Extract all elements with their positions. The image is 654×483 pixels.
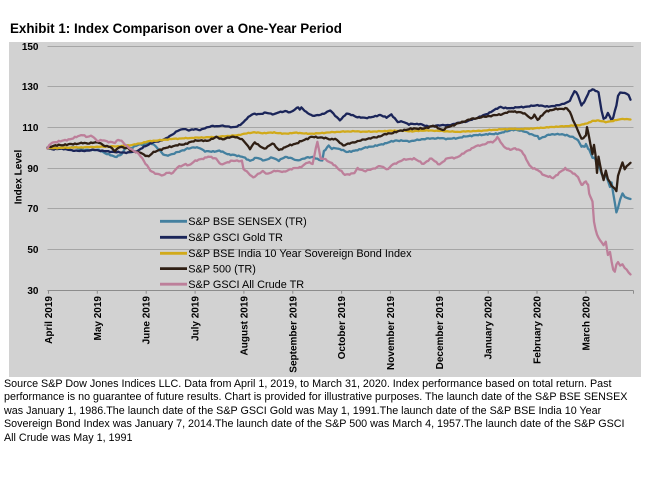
svg-text:July 2019: July 2019 bbox=[191, 296, 202, 341]
svg-text:110: 110 bbox=[22, 123, 39, 134]
svg-text:August 2019: August 2019 bbox=[239, 296, 250, 356]
svg-text:Index Level: Index Level bbox=[14, 150, 25, 205]
svg-text:December 2019: December 2019 bbox=[435, 296, 446, 370]
svg-text:June 2019: June 2019 bbox=[142, 296, 153, 345]
svg-text:S&P BSE SENSEX (TR): S&P BSE SENSEX (TR) bbox=[188, 216, 306, 228]
svg-text:90: 90 bbox=[27, 164, 39, 175]
svg-text:November 2019: November 2019 bbox=[386, 296, 397, 370]
svg-text:March 2020: March 2020 bbox=[581, 296, 592, 351]
svg-text:S&P GSCI Gold TR: S&P GSCI Gold TR bbox=[188, 232, 283, 244]
svg-text:30: 30 bbox=[27, 286, 39, 297]
svg-text:70: 70 bbox=[27, 204, 39, 215]
svg-text:S&P BSE India 10 Year Sovereig: S&P BSE India 10 Year Sovereign Bond Ind… bbox=[188, 248, 412, 260]
svg-text:October 2019: October 2019 bbox=[337, 296, 348, 360]
svg-text:S&P GSCI All Crude TR: S&P GSCI All Crude TR bbox=[188, 279, 304, 291]
svg-text:February 2020: February 2020 bbox=[533, 296, 544, 364]
svg-text:May 2019: May 2019 bbox=[93, 296, 104, 341]
svg-text:January 2020: January 2020 bbox=[484, 296, 495, 360]
svg-text:50: 50 bbox=[27, 245, 39, 256]
svg-text:150: 150 bbox=[22, 42, 39, 53]
svg-text:S&P 500 (TR): S&P 500 (TR) bbox=[188, 264, 256, 276]
svg-text:September 2019: September 2019 bbox=[288, 296, 299, 373]
svg-text:April 2019: April 2019 bbox=[44, 296, 55, 344]
svg-text:130: 130 bbox=[22, 82, 39, 93]
